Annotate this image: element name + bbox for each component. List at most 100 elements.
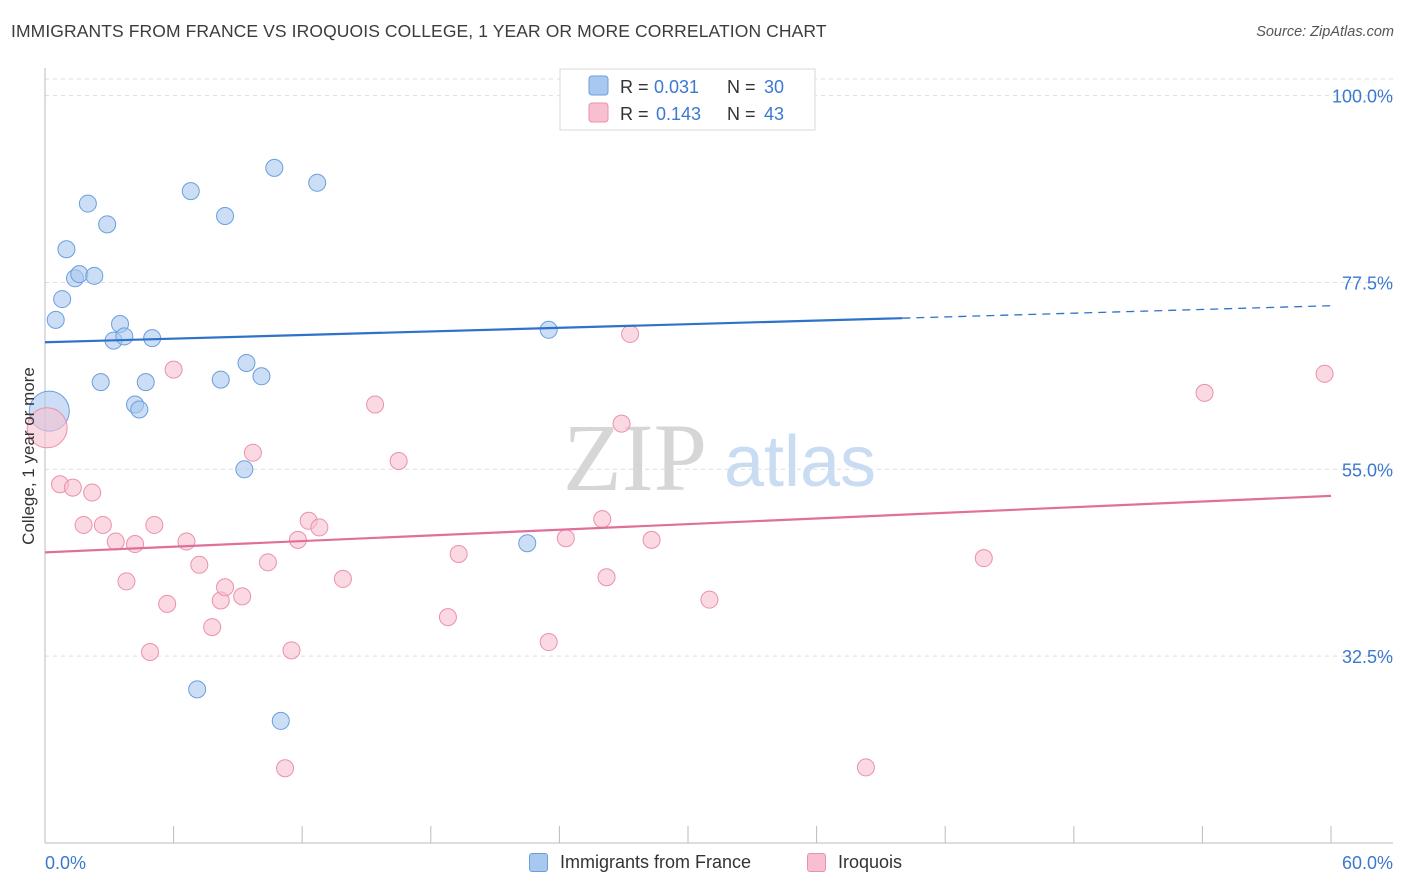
y-tick-label: 55.0%: [1342, 460, 1393, 480]
point-immigrants-from-france: [46, 310, 65, 329]
point-immigrants-from-france: [211, 370, 230, 389]
point-iroquois: [83, 483, 102, 502]
y-tick-label: 32.5%: [1342, 647, 1393, 667]
point-immigrants-from-france: [518, 534, 537, 553]
point-immigrants-from-france: [130, 400, 149, 419]
legend-swatch-blue: [588, 75, 609, 96]
point-iroquois: [203, 618, 222, 637]
legend-label: Iroquois: [838, 852, 903, 872]
legend-n-value: 30: [764, 77, 784, 97]
trend-line-immigrants-from-france: [44, 317, 903, 344]
point-iroquois: [310, 518, 329, 537]
y-axis-label: College, 1 year or more: [19, 367, 38, 545]
legend-r-label: R =: [620, 77, 649, 97]
point-immigrants-from-france: [70, 265, 89, 284]
point-iroquois: [74, 515, 93, 534]
point-iroquois: [366, 395, 385, 414]
y-tick-label: 100.0%: [1332, 87, 1393, 107]
point-iroquois: [438, 608, 457, 627]
point-iroquois: [26, 407, 68, 449]
trend-lines: [44, 305, 1332, 554]
legend-r-value: 0.031: [654, 77, 699, 97]
point-immigrants-from-france: [91, 373, 110, 392]
legend-item-iroquois: Iroquois: [807, 852, 902, 873]
point-iroquois: [621, 324, 640, 343]
point-iroquois: [158, 594, 177, 613]
point-iroquois: [974, 549, 993, 568]
legend-label: Immigrants from France: [560, 852, 752, 872]
point-iroquois: [190, 555, 209, 574]
point-immigrants-from-france: [115, 327, 134, 346]
point-immigrants-from-france: [181, 182, 200, 201]
point-iroquois: [145, 515, 164, 534]
point-iroquois: [216, 578, 235, 597]
point-immigrants-from-france: [57, 240, 76, 259]
legend-series: Immigrants from France Iroquois: [0, 850, 1406, 880]
point-iroquois: [258, 553, 277, 572]
watermark-zip: ZIP: [563, 404, 707, 511]
point-immigrants-from-france: [235, 460, 254, 479]
point-iroquois: [856, 758, 875, 777]
point-iroquois: [243, 443, 262, 462]
point-immigrants-from-france: [85, 266, 104, 285]
point-iroquois: [126, 535, 145, 554]
scatter-points: [26, 84, 1334, 778]
point-iroquois: [389, 452, 408, 470]
point-iroquois: [63, 478, 82, 497]
point-iroquois: [597, 568, 616, 587]
point-immigrants-from-france: [252, 367, 271, 386]
point-iroquois: [106, 532, 125, 551]
legend-n-value: 43: [764, 104, 784, 124]
point-immigrants-from-france: [216, 207, 235, 226]
point-immigrants-from-france: [265, 158, 284, 177]
point-iroquois: [700, 590, 719, 609]
point-immigrants-from-france: [53, 290, 72, 309]
point-iroquois: [1195, 383, 1214, 402]
axes: [44, 68, 1393, 844]
legend-n-label: N =: [727, 104, 756, 124]
x-tick-label: 0.0%: [45, 853, 86, 873]
legend-r-value: 0.143: [656, 104, 701, 124]
point-immigrants-from-france: [98, 215, 117, 234]
legend-swatch-pink: [588, 102, 609, 123]
tick-labels: 32.5% 55.0% 77.5% 100.0% 0.0% 60.0%: [45, 87, 1393, 873]
x-tick-label: 60.0%: [1342, 853, 1393, 873]
point-iroquois: [1315, 364, 1334, 383]
point-iroquois: [642, 530, 661, 549]
legend-stats: R = 0.031 N = 30 R = 0.143 N = 43: [559, 68, 816, 131]
point-iroquois: [177, 532, 196, 551]
point-immigrants-from-france: [237, 354, 256, 373]
point-immigrants-from-france: [539, 320, 558, 339]
trend-line-iroquois: [44, 494, 1332, 554]
point-immigrants-from-france: [271, 711, 290, 730]
legend-n-label: N =: [727, 77, 756, 97]
watermark-atlas: atlas: [724, 422, 876, 502]
point-iroquois: [556, 529, 575, 548]
legend-swatch-blue: [529, 853, 548, 872]
legend-r-label: R =: [620, 104, 649, 124]
y-tick-label: 77.5%: [1342, 273, 1393, 293]
point-iroquois: [164, 360, 183, 379]
point-iroquois: [282, 641, 301, 660]
point-immigrants-from-france: [188, 680, 207, 699]
legend-item-immigrants-from-france: Immigrants from France: [529, 852, 751, 873]
point-immigrants-from-france: [308, 173, 327, 192]
point-iroquois: [333, 569, 352, 588]
point-iroquois: [612, 414, 631, 433]
point-iroquois: [449, 545, 468, 564]
point-iroquois: [276, 759, 295, 778]
point-iroquois: [141, 643, 160, 661]
point-iroquois: [93, 515, 112, 534]
point-immigrants-from-france: [136, 373, 155, 392]
point-iroquois: [539, 633, 558, 652]
source-label: Source: ZipAtlas.com: [1256, 24, 1394, 40]
chart-title: IMMIGRANTS FROM FRANCE VS IROQUOIS COLLE…: [11, 21, 827, 41]
watermark: ZIP atlas: [563, 404, 876, 511]
point-immigrants-from-france: [78, 194, 97, 213]
point-iroquois: [233, 587, 252, 606]
trend-line-immigrants-from-france-extension: [902, 305, 1332, 319]
point-iroquois: [117, 572, 136, 591]
point-iroquois: [593, 510, 612, 529]
legend-swatch-pink: [807, 853, 826, 872]
